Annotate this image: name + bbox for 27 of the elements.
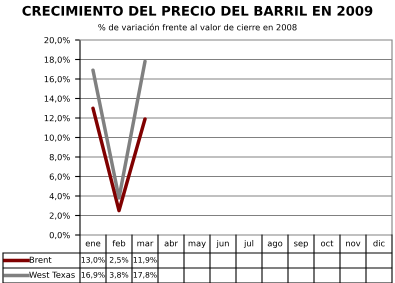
y-tick-label: 14,0% [44,95,70,103]
y-tick-label: 12,0% [44,114,70,122]
x-tick-label: jun [216,240,229,248]
y-tick-label: 0,0% [50,232,70,240]
x-tick-label: dic [373,240,385,246]
y-tick-label: 6,0% [50,173,70,181]
x-tick-label: sep [294,242,308,248]
x-tick-label: feb [112,240,126,246]
x-tick-label: ene [86,242,100,246]
x-tick-label: mar [137,242,154,246]
x-tick-label: nov [346,242,360,246]
y-tick-label: 4,0% [50,192,70,200]
y-tick-label: 20,0% [44,36,70,44]
legend-label: West Texas [29,272,75,278]
chart-subtitle: % de variación frente al valor de cierre en 2008 [98,24,297,30]
y-tick-label: 2,0% [50,212,70,220]
chart-title: CRECIMIENTO DEL PRECIO DEL BARRIL EN 2009 [22,6,372,16]
y-tick-label: 16,0% [44,76,70,84]
x-tick-label: oct [320,240,334,246]
x-tick-label: abr [164,240,178,246]
x-tick-label: ago [268,242,282,248]
x-tick-label: may [188,242,206,248]
y-tick-label: 18,0% [44,56,70,64]
x-tick-label: jul [244,240,254,248]
legend-label: Brent [30,256,52,263]
y-tick-label: 10,0% [44,134,70,142]
y-tick-label: 8,0% [50,154,70,162]
